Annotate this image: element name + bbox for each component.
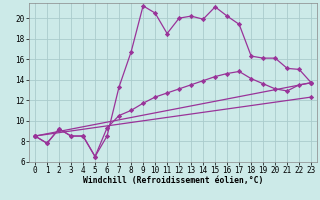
X-axis label: Windchill (Refroidissement éolien,°C): Windchill (Refroidissement éolien,°C) [83, 176, 263, 185]
